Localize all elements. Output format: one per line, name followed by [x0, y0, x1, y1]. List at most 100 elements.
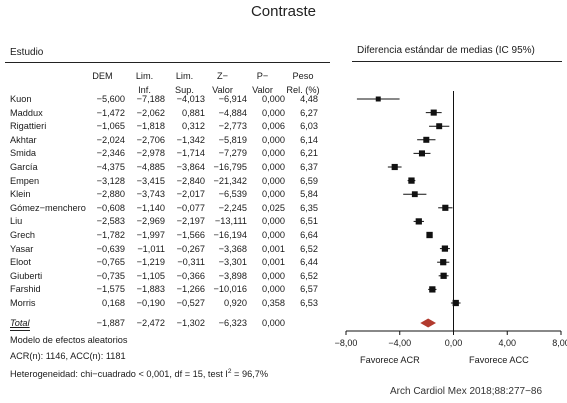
weight-value: 6,52 — [300, 270, 318, 281]
dem-value: −1,472 — [96, 107, 125, 118]
study-name: Klein — [10, 189, 31, 200]
total-lim-inf: −2,472 — [136, 318, 165, 328]
x-tick-label: −8,00 — [335, 338, 358, 348]
lim-sup-value: −1,342 — [176, 134, 205, 145]
p-value: 0,000 — [262, 270, 285, 281]
weight-value: 6,51 — [300, 216, 318, 227]
lim-inf-value: −2,706 — [136, 134, 165, 145]
study-column-header: Estudio — [10, 47, 44, 58]
study-name: Smida — [10, 148, 37, 159]
study-name: Giuberti — [10, 270, 43, 281]
p-value: 0,000 — [262, 175, 285, 186]
lim-sup-value: 0,312 — [182, 121, 205, 132]
z-value: −7,279 — [218, 148, 247, 159]
study-name: Liu — [10, 216, 23, 227]
study-marker — [430, 109, 437, 116]
table-row: Morris 0,168 −0,190 −0,527 0,920 0,358 6,53 — [0, 296, 567, 310]
right-header-rule — [352, 61, 562, 62]
total-row: Total −1,887 −2,472 −1,302 −6,323 0,000 — [0, 316, 567, 330]
dem-value: −1,065 — [96, 121, 125, 132]
dem-value: −0,735 — [96, 270, 125, 281]
table-row: Liu −2,583 −2,969 −2,197 −13,111 0,000 6,51 — [0, 214, 567, 228]
lim-sup-value: −2,197 — [176, 216, 205, 227]
dem-header: DEM — [92, 71, 113, 81]
total-p: 0,000 — [262, 318, 285, 328]
p-value: 0,000 — [262, 162, 285, 172]
lim-inf-value: −2,978 — [136, 148, 165, 159]
lim-sup-value: −0,267 — [176, 243, 205, 254]
z-value: −4,884 — [218, 107, 247, 118]
study-name: Maddux — [10, 107, 43, 118]
weight-value: 6,53 — [300, 298, 318, 308]
z-value: −6,914 — [218, 94, 247, 104]
z-value: −13,111 — [214, 216, 247, 227]
lim-sup-header: Lim. Sup. — [175, 71, 194, 95]
p-value: 0,000 — [262, 230, 285, 240]
study-marker — [418, 150, 426, 157]
table-row: Yasar −0,639 −1,011 −0,267 −3,368 0,001 6,52 — [0, 242, 567, 256]
lim-inf-value: −1,883 — [136, 284, 165, 295]
lim-inf-value: −1,105 — [136, 270, 165, 281]
lim-inf-value: −1,997 — [136, 230, 165, 240]
dem-value: 0,168 — [102, 298, 125, 308]
dem-value: −1,782 — [96, 230, 125, 240]
study-marker — [452, 299, 459, 307]
study-name: Gómez−menchero — [10, 202, 86, 213]
lim-sup-value: −0,527 — [176, 298, 205, 308]
table-row: García −4,375 −4,885 −3,864 −16,795 0,000 6,37 — [0, 160, 567, 174]
weight-header: Peso Rel. (%) — [286, 71, 320, 95]
p-value: 0,001 — [262, 243, 285, 254]
dem-value: −2,583 — [96, 216, 125, 227]
weight-value: 6,57 — [300, 284, 318, 295]
study-marker — [423, 136, 430, 143]
dem-value: −3,128 — [96, 175, 125, 186]
study-marker — [415, 218, 422, 225]
z-value: −21,342 — [213, 175, 247, 186]
p-value: 0,025 — [262, 202, 285, 213]
p-value: 0,000 — [262, 216, 285, 227]
lim-inf-value: −1,140 — [136, 202, 165, 213]
x-tick-label: −4,00 — [388, 338, 411, 348]
table-row: Giuberti −0,735 −1,105 −0,366 −3,898 0,000 6,5… — [0, 269, 567, 283]
study-marker — [411, 191, 418, 198]
table-row: Gómez−menchero −0,608 −1,140 −0,077 −2,245 0,… — [0, 201, 567, 215]
lim-inf-value: −3,415 — [136, 175, 165, 186]
z-value: −3,368 — [218, 243, 247, 254]
favors-acc-label: Favorece ACC — [469, 355, 529, 365]
lim-inf-value: −4,885 — [136, 162, 165, 172]
p-value-header: P− Valor — [252, 71, 273, 95]
study-marker — [375, 96, 381, 102]
heterogeneity-note: Heterogeneidad: chi−cuadrado < 0,001, df… — [10, 368, 269, 380]
table-row: Klein −2,880 −3,743 −2,017 −6,539 0,000 5,84 — [0, 187, 567, 201]
p-value: 0,000 — [262, 189, 285, 200]
lim-inf-value: −1,011 — [137, 243, 165, 254]
study-name: Yasar — [10, 243, 34, 254]
study-name: Empen — [10, 175, 40, 186]
weight-value: 6,14 — [300, 134, 318, 145]
p-value: 0,358 — [262, 298, 285, 308]
weight-value: 4,48 — [300, 94, 318, 104]
study-name: Grech — [10, 230, 36, 240]
dem-value: −2,346 — [96, 148, 125, 159]
weight-value: 6,52 — [300, 243, 318, 254]
table-row: Rigattieri −1,065 −1,818 0,312 −2,773 0,006 6,… — [0, 119, 567, 133]
p-value: 0,000 — [262, 107, 285, 118]
total-label: Total — [10, 318, 30, 328]
weight-value: 6,21 — [300, 148, 318, 159]
z-value: 0,920 — [224, 298, 247, 308]
study-marker — [391, 163, 398, 171]
z-value: −3,301 — [218, 257, 247, 268]
table-row: Grech −1,782 −1,997 −1,566 −16,194 0,000 6,64 — [0, 228, 567, 242]
lim-inf-value: −2,062 — [136, 107, 165, 118]
x-tick-label: 0,00 — [445, 338, 463, 348]
counts-note: ACR(n): 1146, ACC(n): 1181 — [10, 351, 126, 361]
lim-sup-value: −4,013 — [176, 94, 205, 104]
p-value: 0,001 — [262, 257, 285, 268]
p-value: 0,000 — [262, 284, 285, 295]
z-value: −5,819 — [218, 134, 247, 145]
weight-value: 6,27 — [300, 107, 318, 118]
table-row: Kuon −5,600 −7,188 −4,013 −6,914 0,000 4,48 — [0, 92, 567, 106]
p-value: 0,000 — [262, 148, 285, 159]
dem-value: −5,600 — [96, 94, 125, 104]
